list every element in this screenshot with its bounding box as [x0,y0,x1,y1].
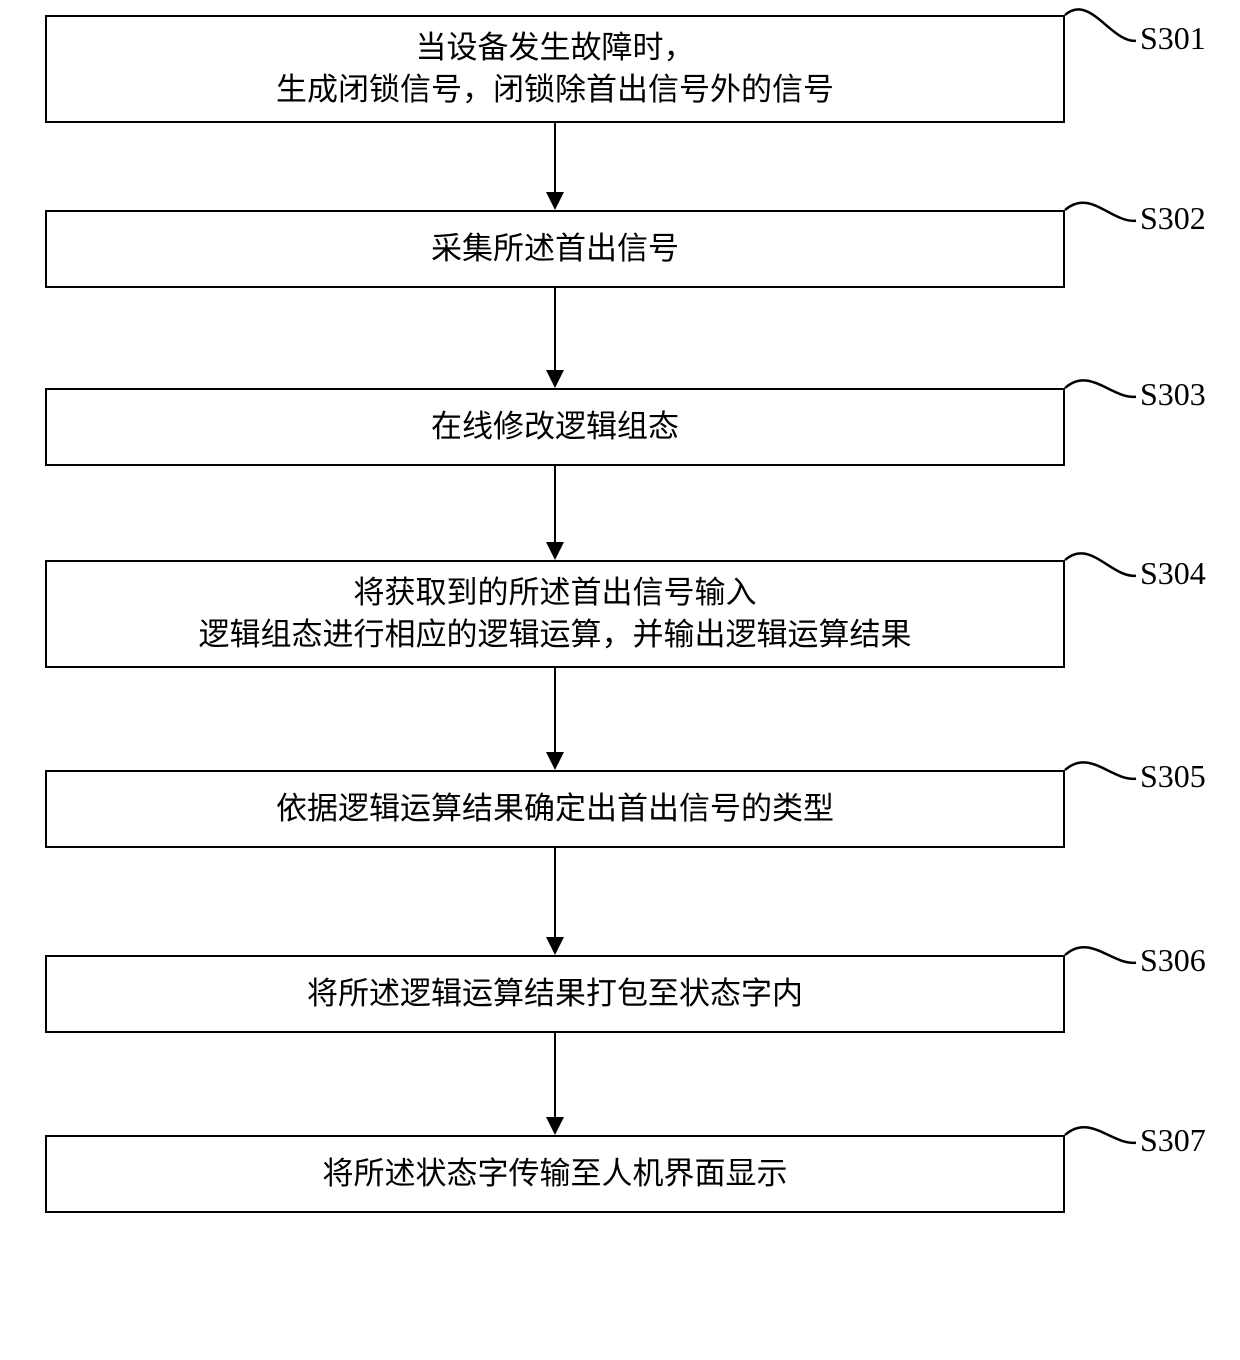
flow-node-S304: 将获取到的所述首出信号输入 逻辑组态进行相应的逻辑运算，并输出逻辑运算结果 [45,560,1065,668]
arrow-head-icon [546,370,564,388]
flow-node-text: 依据逻辑运算结果确定出首出信号的类型 [276,788,834,830]
arrow-line [554,466,557,542]
flow-node-S307: 将所述状态字传输至人机界面显示 [45,1135,1065,1213]
flow-node-S303: 在线修改逻辑组态 [45,388,1065,466]
flow-node-text: 在线修改逻辑组态 [431,406,679,448]
arrow-line [554,848,557,937]
step-label-S304: S304 [1140,555,1206,592]
connector-curve [1065,1105,1136,1173]
arrow-head-icon [546,192,564,210]
flowchart-canvas: 当设备发生故障时， 生成闭锁信号，闭锁除首出信号外的信号 S301 采集所述首出信号… [0,0,1240,1360]
arrow-head-icon [546,542,564,560]
step-label-S306: S306 [1140,942,1206,979]
flow-node-text: 将获取到的所述首出信号输入 逻辑组态进行相应的逻辑运算，并输出逻辑运算结果 [199,572,912,656]
step-label-S302: S302 [1140,200,1206,237]
flow-node-text: 将所述状态字传输至人机界面显示 [323,1153,788,1195]
step-label-S307: S307 [1140,1122,1206,1159]
connector-curve [1065,180,1136,251]
flow-node-text: 采集所述首出信号 [431,228,679,270]
flow-node-S306: 将所述逻辑运算结果打包至状态字内 [45,955,1065,1033]
arrow-line [554,123,557,192]
connector-curve [1065,358,1136,427]
arrow-head-icon [546,937,564,955]
connector-curve [1065,530,1136,606]
step-label-S305: S305 [1140,758,1206,795]
connector-curve [1065,925,1136,993]
arrow-head-icon [546,1117,564,1135]
flow-node-S305: 依据逻辑运算结果确定出首出信号的类型 [45,770,1065,848]
flow-node-S302: 采集所述首出信号 [45,210,1065,288]
flow-node-text: 将所述逻辑运算结果打包至状态字内 [307,973,803,1015]
arrow-line [554,1033,557,1117]
arrow-line [554,288,557,370]
step-label-S301: S301 [1140,20,1206,57]
arrow-head-icon [546,752,564,770]
arrow-line [554,668,557,752]
connector-curve [1065,740,1136,809]
flow-node-text: 当设备发生故障时， 生成闭锁信号，闭锁除首出信号外的信号 [276,27,834,111]
step-label-S303: S303 [1140,376,1206,413]
connector-curve [1065,0,1136,71]
flow-node-S301: 当设备发生故障时， 生成闭锁信号，闭锁除首出信号外的信号 [45,15,1065,123]
